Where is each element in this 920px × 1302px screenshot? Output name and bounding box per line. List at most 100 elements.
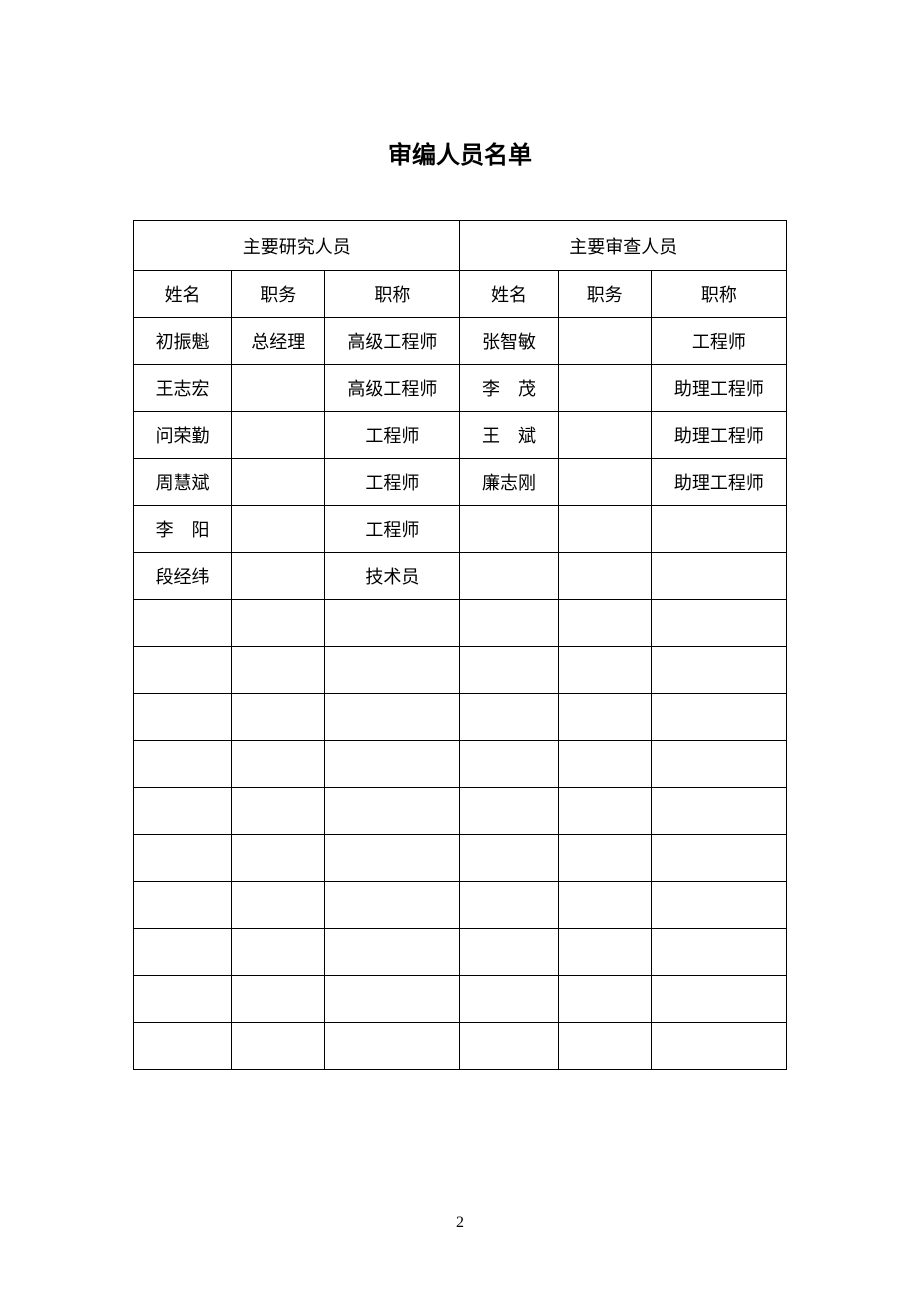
table-cell [460, 553, 558, 600]
table-cell [558, 318, 651, 365]
table-cell [325, 929, 460, 976]
table-cell: 问荣勤 [134, 412, 232, 459]
table-cell: 张智敏 [460, 318, 558, 365]
table-cell [232, 553, 325, 600]
col-header-duty-2: 职务 [558, 271, 651, 318]
table-cell: 李 茂 [460, 365, 558, 412]
table-cell: 助理工程师 [651, 365, 786, 412]
table-cell: 工程师 [325, 459, 460, 506]
table-cell: 工程师 [325, 506, 460, 553]
table-cell [558, 882, 651, 929]
table-cell [232, 694, 325, 741]
table-cell [232, 647, 325, 694]
table-cell [558, 647, 651, 694]
table-cell: 助理工程师 [651, 459, 786, 506]
table-cell [325, 1023, 460, 1070]
table-cell [232, 788, 325, 835]
table-row: 段经纬 技术员 [134, 553, 787, 600]
table-row: 初振魁总经理高级工程师张智敏工程师 [134, 318, 787, 365]
table-cell [558, 412, 651, 459]
table-cell [232, 412, 325, 459]
table-cell: 段经纬 [134, 553, 232, 600]
table-row [134, 647, 787, 694]
table-cell [651, 788, 786, 835]
table-cell [460, 788, 558, 835]
table-cell [651, 882, 786, 929]
table-cell [134, 694, 232, 741]
table-cell [460, 1023, 558, 1070]
table-cell [558, 929, 651, 976]
table-cell [232, 1023, 325, 1070]
table-cell: 高级工程师 [325, 318, 460, 365]
table-cell [232, 929, 325, 976]
table-cell [325, 694, 460, 741]
table-cell [134, 835, 232, 882]
personnel-table-container: 主要研究人员 主要审查人员 姓名 职务 职称 姓名 职务 职称 初振魁总经理高级… [133, 220, 787, 1070]
table-cell: 技术员 [325, 553, 460, 600]
table-cell [325, 788, 460, 835]
table-row: 李 阳工程师 [134, 506, 787, 553]
table-row: 周慧斌 工程师廉志刚 助理工程师 [134, 459, 787, 506]
table-cell [460, 835, 558, 882]
table-cell [651, 647, 786, 694]
table-cell [325, 835, 460, 882]
table-cell [325, 600, 460, 647]
table-cell [325, 647, 460, 694]
table-cell [232, 365, 325, 412]
table-cell [134, 741, 232, 788]
table-row [134, 694, 787, 741]
table-cell [460, 600, 558, 647]
table-cell [460, 929, 558, 976]
table-cell [651, 741, 786, 788]
table-cell [558, 365, 651, 412]
table-cell [558, 553, 651, 600]
col-header-name-1: 姓名 [134, 271, 232, 318]
group-header-research: 主要研究人员 [134, 221, 460, 271]
table-cell: 王志宏 [134, 365, 232, 412]
table-cell [460, 694, 558, 741]
table-body: 初振魁总经理高级工程师张智敏工程师王志宏高级工程师李 茂助理工程师问荣勤工程师王… [134, 318, 787, 1070]
table-cell [232, 976, 325, 1023]
table-cell [558, 506, 651, 553]
table-cell [325, 976, 460, 1023]
table-cell [134, 788, 232, 835]
table-row [134, 741, 787, 788]
table-row [134, 835, 787, 882]
table-cell [232, 459, 325, 506]
table-cell [651, 835, 786, 882]
table-cell [651, 553, 786, 600]
table-cell [558, 835, 651, 882]
table-cell [651, 694, 786, 741]
table-cell [460, 647, 558, 694]
table-cell [460, 976, 558, 1023]
table-cell [232, 882, 325, 929]
table-cell [134, 1023, 232, 1070]
table-cell [134, 600, 232, 647]
table-cell: 王 斌 [460, 412, 558, 459]
page-number: 2 [0, 1214, 920, 1232]
table-cell: 工程师 [325, 412, 460, 459]
table-cell [134, 976, 232, 1023]
table-cell [651, 506, 786, 553]
table-cell [558, 976, 651, 1023]
table-cell [134, 929, 232, 976]
table-cell: 工程师 [651, 318, 786, 365]
table-cell [134, 647, 232, 694]
table-row: 问荣勤工程师王 斌助理工程师 [134, 412, 787, 459]
table-group-header-row: 主要研究人员 主要审查人员 [134, 221, 787, 271]
table-row [134, 1023, 787, 1070]
table-cell: 廉志刚 [460, 459, 558, 506]
table-cell [651, 1023, 786, 1070]
table-row [134, 600, 787, 647]
table-cell: 周慧斌 [134, 459, 232, 506]
table-cell [460, 506, 558, 553]
table-cell [232, 600, 325, 647]
table-cell: 高级工程师 [325, 365, 460, 412]
table-cell [232, 741, 325, 788]
table-cell [232, 835, 325, 882]
table-cell [558, 459, 651, 506]
personnel-table: 主要研究人员 主要审查人员 姓名 职务 职称 姓名 职务 职称 初振魁总经理高级… [133, 220, 787, 1070]
table-cell [558, 600, 651, 647]
table-cell [134, 882, 232, 929]
table-cell [325, 882, 460, 929]
